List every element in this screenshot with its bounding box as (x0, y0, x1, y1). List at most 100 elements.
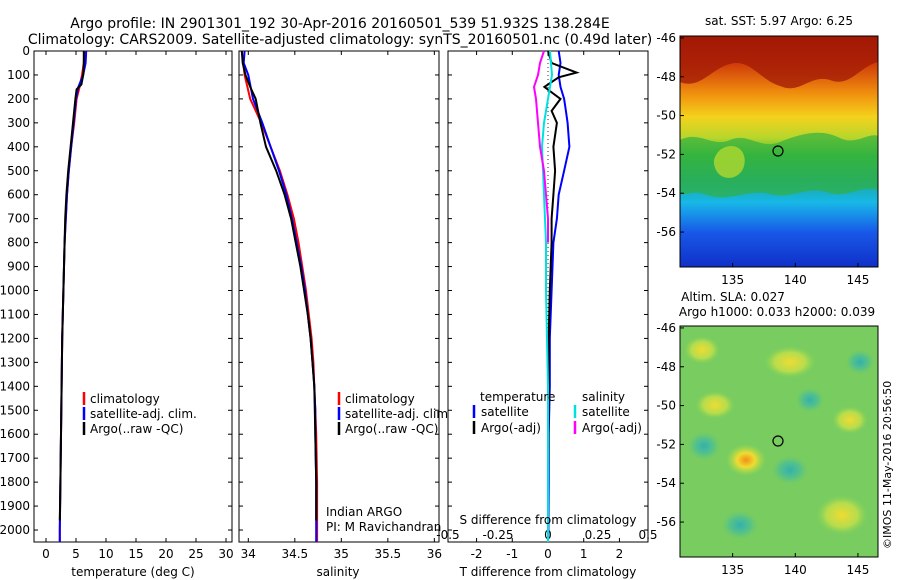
sla-negative-anomaly (846, 350, 874, 374)
salinity-difference-label: S difference from climatology (460, 513, 637, 527)
depth-tick-label: 1600 (0, 427, 30, 441)
depth-tick-label: 300 (7, 116, 30, 130)
sla-positive-anomaly (695, 391, 735, 419)
latitude-tick-label: -54 (656, 186, 676, 200)
depth-tick-label: 800 (7, 236, 30, 250)
x-tick-label: -1 (506, 547, 518, 561)
latitude-tick-label: -52 (656, 437, 676, 451)
longitude-tick-label: 145 (846, 563, 869, 577)
legend-label-climatology: climatology (90, 392, 160, 406)
depth-tick-label: 1400 (0, 379, 30, 393)
legend-label-temp-argo: Argo(-adj) (481, 421, 541, 435)
depth-tick-label: 100 (7, 68, 30, 82)
depth-tick-label: 500 (7, 164, 30, 178)
salinity-argo-adj-line (532, 50, 549, 243)
sla-map-title-1: Altim. SLA: 0.027 (681, 290, 785, 304)
depth-tick-label: 1200 (0, 331, 30, 345)
salinity-series (240, 50, 319, 542)
depth-tick-label: 600 (7, 188, 30, 202)
salinity-depth-ticks (239, 50, 439, 531)
legend-title-temperature: temperature (480, 390, 555, 404)
difference-legend: temperature salinity satellite Argo(-adj… (472, 390, 642, 435)
depth-tick-label: 1700 (0, 451, 30, 465)
temperature-panel: 0100200300400500600700800900100011001200… (0, 44, 234, 579)
x-tick-label: 0 (544, 547, 552, 561)
depth-tick-label: 1500 (0, 403, 30, 417)
x-tick-label: 1 (580, 547, 588, 561)
salinity-axes-frame (238, 50, 440, 543)
sla-positive-anomaly (816, 495, 868, 535)
legend-title-salinity: salinity (582, 390, 625, 404)
temperature-legend: climatology satellite-adj. clim. Argo(..… (82, 392, 197, 436)
latitude-tick-label: -54 (656, 476, 676, 490)
x-tick-label: 25 (188, 547, 203, 561)
title-line-1: Argo profile: IN 2901301_192 30-Apr-2016… (70, 16, 609, 32)
sla-negative-anomaly (722, 511, 758, 539)
sla-negative-anomaly (688, 432, 720, 460)
sla-negative-anomaly (796, 388, 824, 412)
salinity-difference-tick-label: 0.25 (585, 528, 612, 542)
longitude-tick-label: 140 (784, 563, 807, 577)
depth-tick-label: 2000 (0, 523, 30, 537)
legend-label-sal-argo: Argo(-adj) (582, 421, 642, 435)
difference-panel: -2 -1 0 1 2 -0.5 -0.25 0 0.25 0.5 S difference f… (436, 50, 658, 579)
salinity-difference-tick-label: -0.5 (436, 528, 459, 542)
legend-label-climatology: climatology (345, 392, 415, 406)
longitude-tick-label: 145 (846, 273, 869, 287)
difference-series (532, 50, 580, 543)
sla-positive-anomaly (764, 346, 816, 378)
sst-map-frame (679, 35, 879, 268)
depth-axis: 0 100 200 300 400 500 600 700 800 900 1000 1100 1200… (0, 44, 232, 537)
depth-tick-label: 1300 (0, 355, 30, 369)
sla-latitude-axis: -46 -48 -50 -52 -54 -56 (656, 321, 684, 529)
longitude-tick-label: 135 (721, 563, 744, 577)
salinity-panel: 34 34.5 35 35.5 36 salinity climatology sate… (238, 50, 452, 579)
depth-tick-label: 1000 (0, 284, 30, 298)
sla-high-anomaly (726, 444, 766, 476)
x-tick-label: 34.5 (281, 547, 308, 561)
x-tick-label: -2 (471, 547, 483, 561)
legend-label-argo: Argo(..raw -QC) (90, 422, 183, 436)
x-tick-label: 36 (427, 547, 442, 561)
temperature-x-axis: 0 5 10 15 20 25 30 (42, 51, 234, 561)
x-tick-label: 35.5 (374, 547, 401, 561)
difference-xlabel: T difference from climatology (459, 565, 637, 579)
depth-tick-label: 0 (22, 44, 30, 58)
float-operator-note: Indian ARGO (326, 505, 402, 519)
x-tick-label: 10 (98, 547, 113, 561)
longitude-tick-label: 135 (721, 273, 744, 287)
latitude-tick-label: -52 (656, 147, 676, 161)
legend-label-satellite: satellite-adj. clim. (90, 407, 197, 421)
argo-raw-qc-line (58, 51, 85, 521)
sla-map-frame (679, 325, 879, 558)
argo-raw-qc-line (240, 50, 318, 521)
latitude-tick-label: -50 (656, 109, 676, 123)
longitude-tick-label: 140 (784, 273, 807, 287)
x-tick-label: 20 (158, 547, 173, 561)
difference-x-axis: -2 -1 0 1 2 (471, 51, 623, 561)
title-line-2: Climatology: CARS2009. Satellite-adjuste… (28, 32, 652, 48)
sst-yellow-eddy (713, 145, 745, 178)
sst-latitude-axis: -46 -48 -50 -52 -54 -56 (656, 31, 684, 239)
latitude-tick-label: -46 (656, 31, 676, 45)
depth-tick-label: 400 (7, 140, 30, 154)
sla-negative-anomaly (772, 456, 808, 484)
salinity-legend: climatology satellite-adj. clim. Argo(..… (337, 392, 452, 436)
latitude-tick-label: -50 (656, 399, 676, 413)
sst-map-title: sat. SST: 5.97 Argo: 6.25 (705, 14, 853, 28)
temperature-axes-frame (33, 50, 233, 543)
latitude-tick-label: -48 (656, 360, 676, 374)
sla-map-title-2: Argo h1000: 0.033 h2000: 0.039 (679, 305, 875, 319)
latitude-tick-label: -48 (656, 70, 676, 84)
sst-map: sat. SST: 5.97 Argo: 6.25 -46 -48 -50 -52 -5… (656, 14, 879, 287)
sst-warm-band (680, 36, 878, 89)
x-tick-label: 34 (241, 547, 256, 561)
x-tick-label: 15 (128, 547, 143, 561)
legend-label-satellite: satellite-adj. clim. (345, 407, 452, 421)
salinity-x-axis: 34 34.5 35 35.5 36 (241, 51, 442, 561)
sla-longitude-axis: 135 140 145 (721, 553, 869, 577)
latitude-tick-label: -46 (656, 321, 676, 335)
argo-float-position-marker (772, 145, 784, 157)
argo-float-position-marker (772, 435, 784, 447)
